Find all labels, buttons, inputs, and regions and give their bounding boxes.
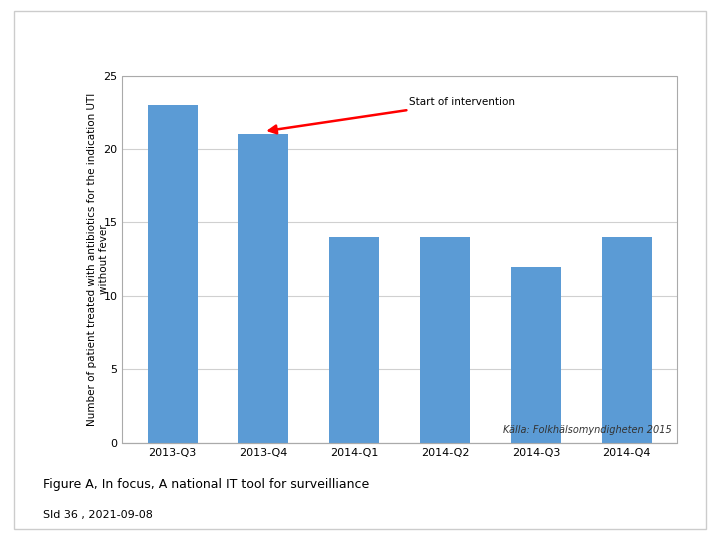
Text: Figure A, In focus, A national IT tool for surveilliance: Figure A, In focus, A national IT tool f… <box>43 478 369 491</box>
Bar <box>238 134 288 443</box>
Text: Start of intervention: Start of intervention <box>269 97 515 133</box>
FancyBboxPatch shape <box>14 11 706 529</box>
Text: Sld 36 , 2021-09-08: Sld 36 , 2021-09-08 <box>43 510 153 521</box>
Bar <box>511 267 561 443</box>
Y-axis label: Number of patient treated with antibiotics for the indication UTI
without fever: Number of patient treated with antibioti… <box>87 92 109 426</box>
Text: Källa: Folkhälsomyndigheten 2015: Källa: Folkhälsomyndigheten 2015 <box>503 426 671 435</box>
Bar <box>148 105 197 443</box>
Bar <box>420 237 470 443</box>
Bar <box>602 237 652 443</box>
Bar <box>329 237 379 443</box>
